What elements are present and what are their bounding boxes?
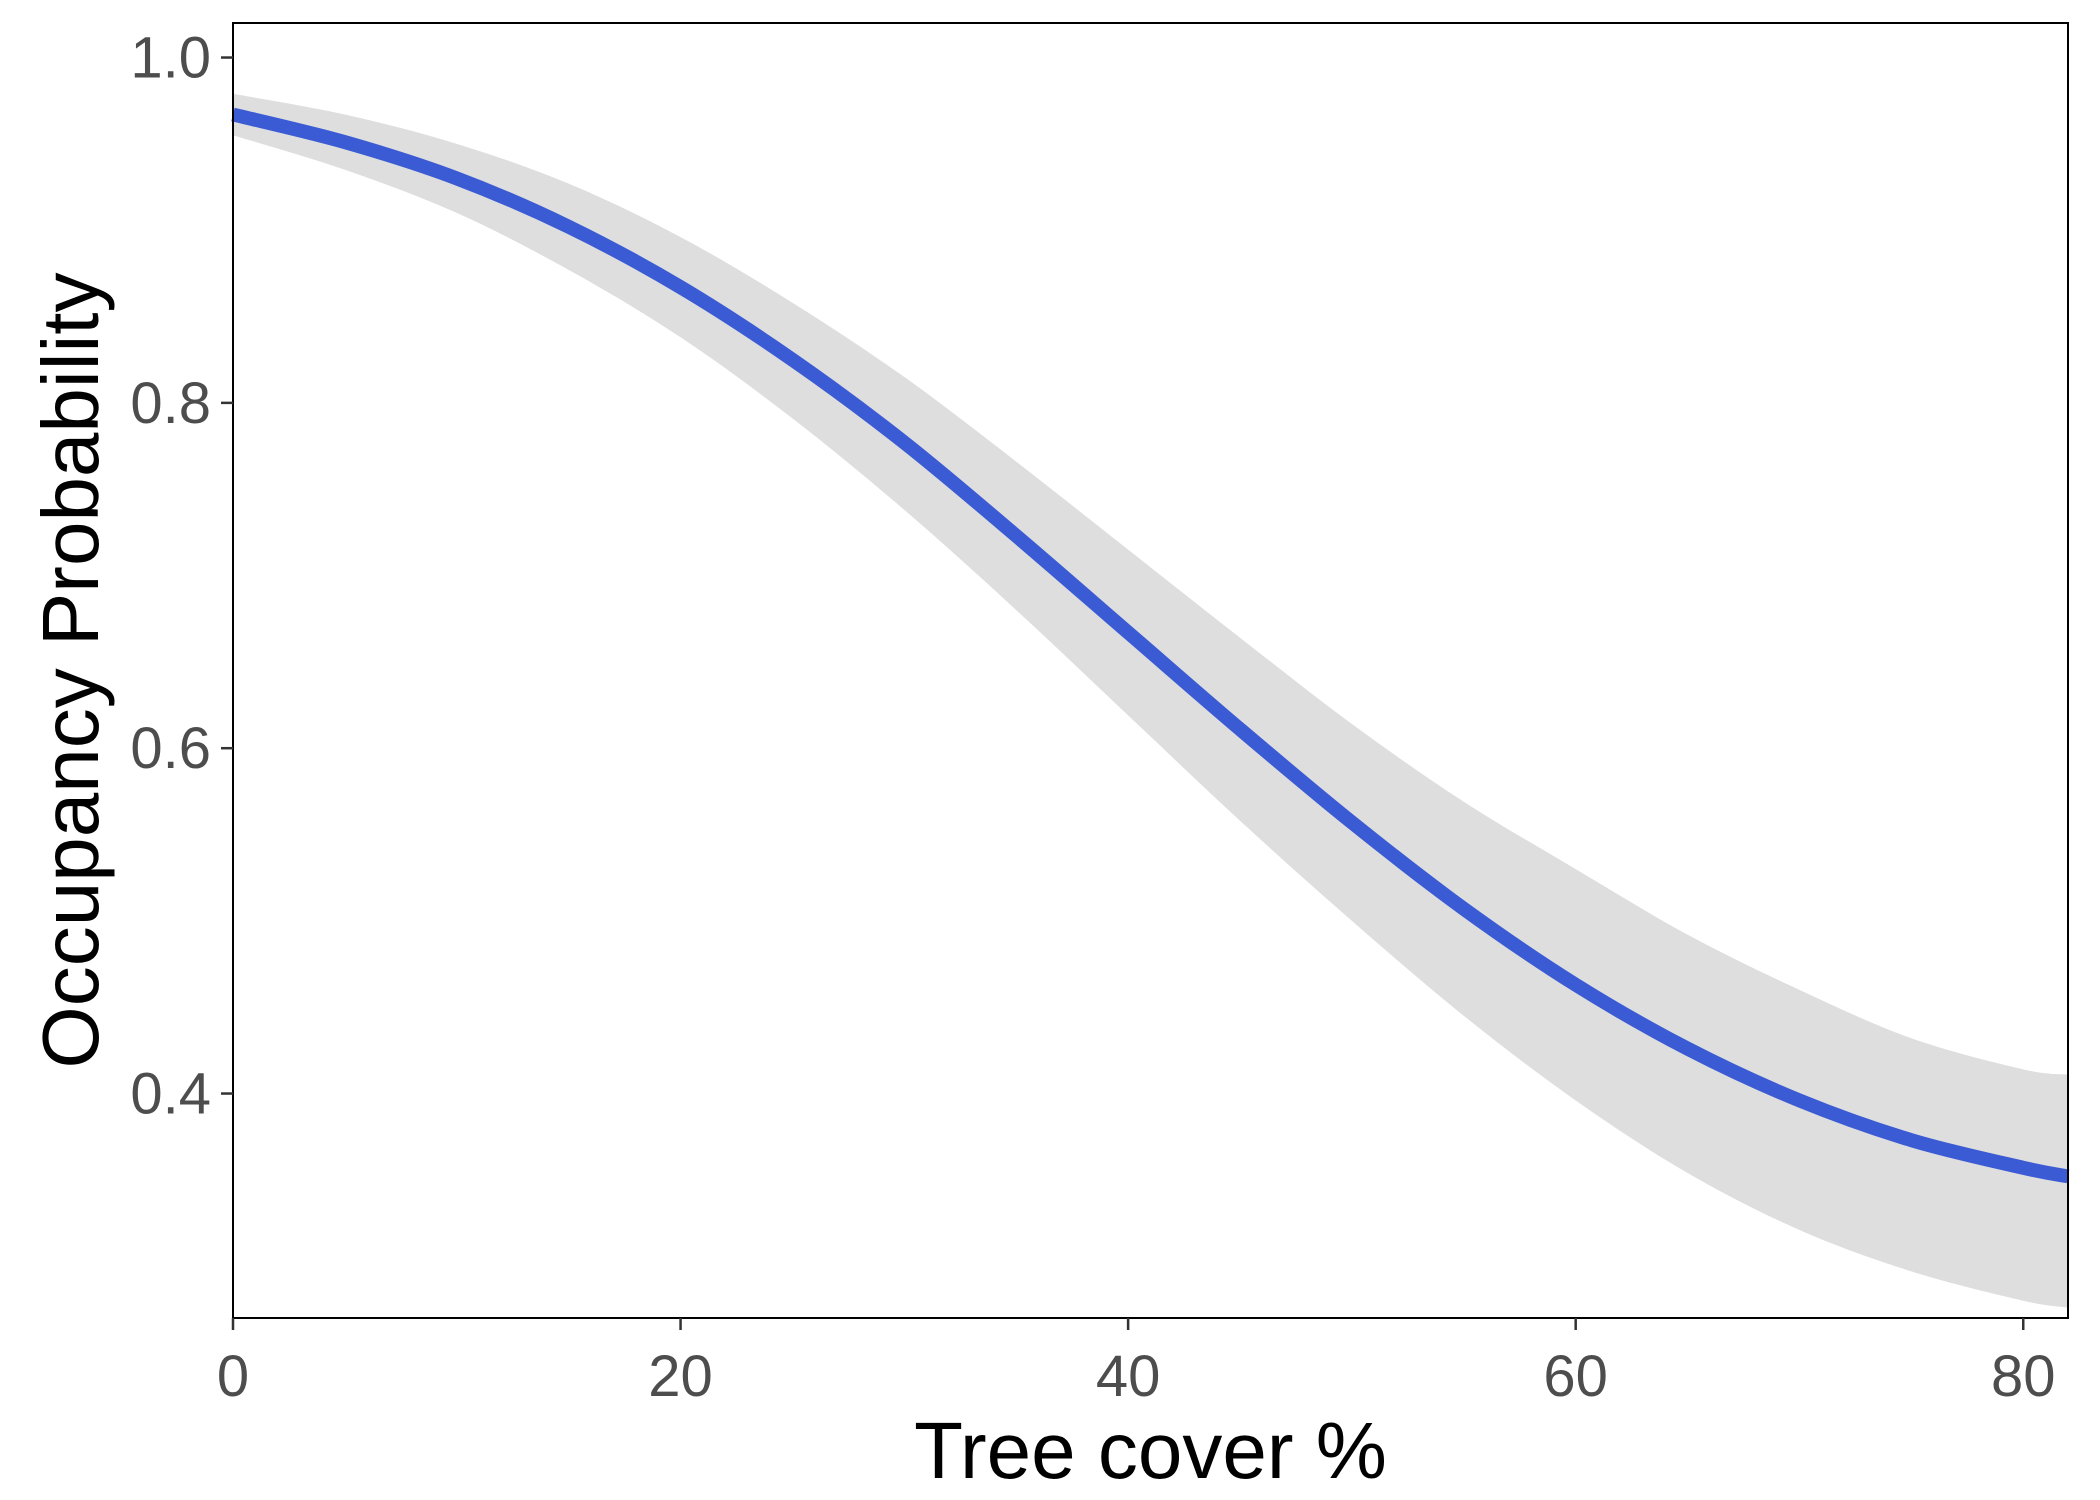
y-axis-title: Occupancy Probability xyxy=(26,273,115,1069)
plot-area xyxy=(231,93,2070,1308)
y-tick-label: 0.8 xyxy=(130,371,211,436)
y-tick-label: 1.0 xyxy=(130,26,211,91)
y-tick-label: 0.6 xyxy=(130,716,211,781)
y-tick-label: 0.4 xyxy=(130,1062,211,1127)
y-axis: 0.4 0.6 0.8 1.0 xyxy=(130,26,233,1127)
x-tick-label: 80 xyxy=(1991,1344,2056,1409)
x-tick-label: 20 xyxy=(648,1344,713,1409)
x-tick-label: 0 xyxy=(217,1344,249,1409)
x-axis-title: Tree cover % xyxy=(914,1406,1387,1495)
x-tick-label: 60 xyxy=(1543,1344,1608,1409)
plot-panel-border xyxy=(232,22,2069,1319)
x-tick-label: 40 xyxy=(1096,1344,1161,1409)
confidence-ribbon xyxy=(233,93,2068,1308)
fitted-line xyxy=(231,107,2070,1184)
x-axis: 0 20 40 60 80 xyxy=(217,1318,2056,1409)
